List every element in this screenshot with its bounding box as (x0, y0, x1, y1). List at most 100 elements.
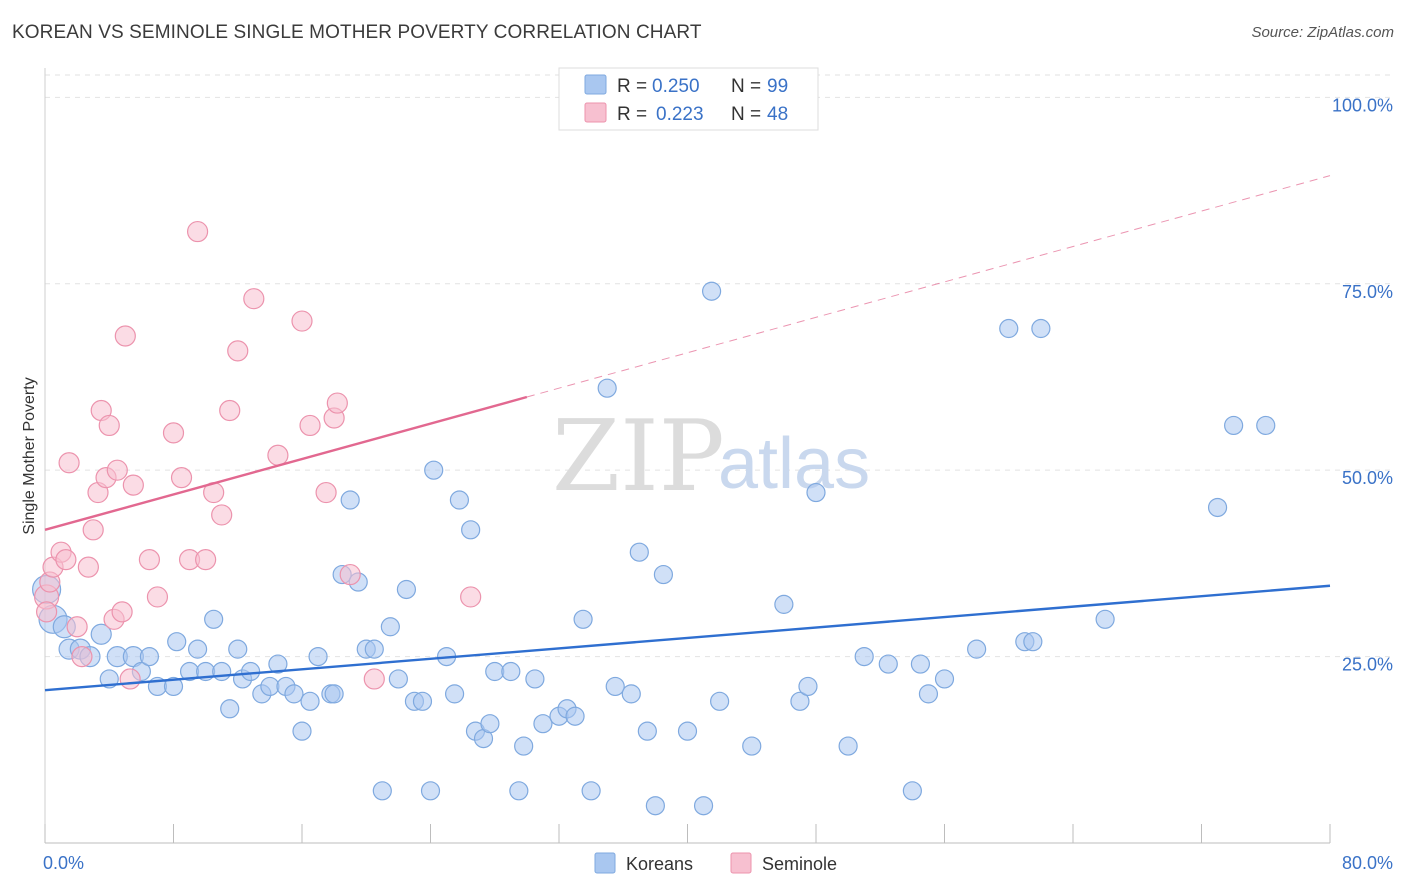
seminole-point-34 (291, 310, 313, 332)
seminole-point-23 (162, 422, 185, 444)
koreans-point-79 (798, 676, 818, 697)
koreans-point-91 (1023, 632, 1043, 652)
koreans-point-72 (677, 721, 698, 741)
koreans-point-74 (701, 281, 722, 301)
koreans-point-93 (1095, 609, 1115, 629)
koreans-point-49 (449, 490, 470, 510)
seminole-point-1 (36, 601, 58, 623)
koreans-point-23 (241, 661, 261, 682)
koreans-point-78 (790, 691, 810, 711)
koreans-point-19 (212, 661, 232, 682)
seminole-point-18 (114, 325, 136, 347)
y-tick-label-3: 100.0% (1332, 95, 1393, 115)
legend-n-label-seminole: N = (731, 104, 761, 125)
koreans-point-28 (284, 684, 304, 704)
y-axis-label: Single Mother Poverty (21, 377, 38, 534)
legend: R = 0.250 N = 99 R = 0.223 N = 48 (558, 67, 819, 131)
koreans-point-39 (372, 781, 392, 801)
bottom-legend-koreans: Koreans (626, 854, 693, 874)
koreans-point-76 (742, 736, 762, 756)
legend-r-value-seminole: 0.223 (656, 104, 704, 125)
seminole-point-31 (227, 340, 249, 362)
koreans-point-57 (514, 736, 534, 756)
legend-n-value-koreans: 99 (767, 76, 788, 97)
koreans-point-94 (1207, 497, 1228, 518)
legend-r-value-koreans: 0.250 (652, 76, 700, 97)
bottom-legend-swatch-koreans (594, 852, 616, 874)
koreans-point-71 (653, 564, 674, 585)
chart-title: KOREAN VS SEMINOLE SINGLE MOTHER POVERTY… (12, 22, 702, 43)
koreans-point-42 (396, 579, 417, 600)
koreans-point-87 (934, 669, 955, 689)
seminole-point-9 (77, 556, 99, 578)
axes (44, 68, 1331, 844)
seminole-point-6 (58, 452, 80, 474)
watermark: ZIP atlas (552, 400, 870, 514)
koreans-point-70 (645, 796, 665, 816)
koreans-point-82 (854, 646, 874, 667)
koreans-point-21 (228, 639, 248, 659)
source-credit: Source: ZipAtlas.com (1251, 24, 1394, 41)
seminole-point-21 (138, 549, 161, 571)
koreans-point-6 (90, 623, 112, 645)
bottom-legend: Koreans Seminole (594, 852, 837, 874)
koreans-point-31 (308, 646, 328, 667)
koreans-point-54 (485, 661, 505, 682)
seminole-point-20 (122, 474, 144, 496)
watermark-zip: ZIP (552, 400, 725, 514)
koreans-point-26 (268, 654, 288, 674)
seminole-point-24 (170, 467, 193, 489)
koreans-point-44 (412, 691, 433, 711)
seminole-point-26 (186, 220, 209, 243)
koreans-point-80 (806, 482, 826, 503)
koreans-point-33 (324, 684, 344, 704)
seminole-trend-line (44, 395, 528, 531)
x-tick-label-max: 80.0% (1342, 853, 1393, 873)
koreans-point-45 (420, 781, 441, 801)
legend-n-value-seminole: 48 (767, 104, 788, 125)
seminole-point-40 (363, 668, 385, 690)
legend-n-label-koreans: N = (731, 76, 761, 97)
seminole-point-30 (219, 399, 241, 422)
koreans-point-89 (999, 318, 1019, 339)
koreans-point-65 (597, 378, 617, 398)
legend-swatch-koreans (584, 74, 607, 95)
koreans-point-50 (461, 520, 481, 540)
koreans-trend-line (44, 584, 1331, 692)
koreans-point-18 (204, 609, 224, 629)
koreans-point-48 (444, 684, 465, 704)
koreans-point-77 (774, 594, 794, 614)
koreans-point-63 (573, 609, 593, 629)
seminole-point-5 (55, 549, 77, 571)
koreans-point-53 (480, 714, 500, 734)
koreans-point-85 (910, 654, 931, 674)
seminole-point-36 (315, 481, 337, 504)
koreans-point-11 (139, 646, 160, 667)
koreans-point-84 (902, 781, 922, 801)
seminole-point-7 (66, 616, 88, 638)
koreans-point-96 (1256, 415, 1276, 436)
koreans-point-75 (710, 691, 730, 711)
koreans-point-64 (581, 781, 601, 801)
seminole-point-29 (211, 504, 233, 526)
koreans-point-16 (187, 639, 208, 659)
koreans-point-88 (967, 639, 987, 659)
seminole-point-39 (339, 563, 361, 586)
koreans-point-30 (300, 691, 320, 711)
koreans-point-35 (340, 490, 360, 510)
koreans-point-41 (388, 669, 408, 689)
bottom-legend-seminole: Seminole (762, 854, 837, 874)
koreans-point-55 (501, 661, 521, 682)
seminole-trend-line-extension (526, 175, 1331, 398)
seminole-point-38 (326, 392, 348, 414)
legend-swatch-seminole (584, 102, 607, 123)
series-seminole (34, 220, 482, 690)
seminole-point-19 (119, 668, 141, 690)
seminole-point-27 (195, 549, 217, 571)
seminole-point-14 (98, 414, 120, 437)
seminole-point-35 (299, 414, 321, 437)
koreans-point-83 (878, 654, 898, 674)
koreans-point-66 (605, 676, 625, 697)
seminole-point-8 (71, 645, 93, 668)
